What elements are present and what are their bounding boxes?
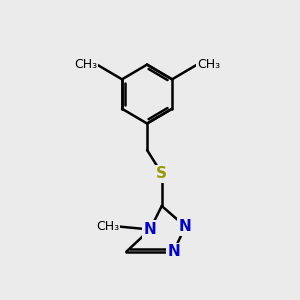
Text: CH₃: CH₃ <box>96 220 119 233</box>
Text: N: N <box>144 222 156 237</box>
Text: CH₃: CH₃ <box>74 58 97 71</box>
Text: S: S <box>156 166 167 181</box>
Text: CH₃: CH₃ <box>197 58 220 71</box>
Text: N: N <box>167 244 180 259</box>
Text: N: N <box>179 219 192 234</box>
